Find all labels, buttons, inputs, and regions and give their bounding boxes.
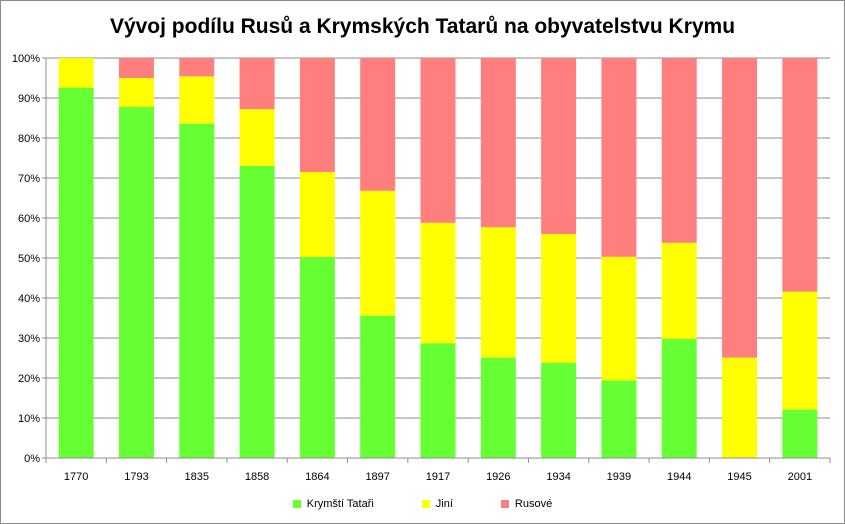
y-tick-label: 60% — [18, 213, 40, 225]
bar-segment — [420, 58, 456, 223]
y-tick-label: 10% — [18, 413, 40, 425]
bar-segment — [480, 357, 516, 458]
bar-segment — [360, 58, 396, 191]
bar-segment — [661, 338, 697, 458]
bar-segment — [420, 343, 456, 458]
bar-segment — [299, 172, 335, 257]
bar-segment — [782, 58, 818, 292]
bar-segment — [722, 58, 758, 358]
chart-title: Vývoj podílu Rusů a Krymských Tatarů na … — [109, 15, 736, 38]
bar-segment — [722, 357, 758, 458]
x-tick-label: 1770 — [64, 471, 88, 483]
legend-label: Jiní — [435, 498, 453, 510]
bar-segment — [601, 380, 637, 458]
bar-segment — [661, 242, 697, 339]
bar-segment — [118, 106, 154, 459]
bar-segment — [179, 58, 215, 77]
bar-segment — [299, 256, 335, 458]
y-tick-label: 20% — [18, 373, 40, 385]
bar-segment — [299, 58, 335, 172]
legend-label: Krymští Tataři — [306, 498, 374, 510]
bar-segment — [541, 58, 577, 234]
bar-segment — [360, 190, 396, 316]
y-tick-label: 0% — [24, 453, 40, 465]
bar-segment — [661, 58, 697, 243]
x-tick-label: 1945 — [727, 471, 751, 483]
bar-segment — [480, 58, 516, 228]
x-tick-label: 2001 — [788, 471, 812, 483]
legend-item: Krymští Tataři — [292, 498, 374, 510]
y-tick-label: 30% — [18, 333, 40, 345]
y-tick-label: 100% — [12, 53, 40, 65]
bar-segment — [118, 58, 154, 78]
x-tick-label: 1835 — [185, 471, 209, 483]
x-tick-label: 1858 — [245, 471, 269, 483]
bar-segment — [58, 87, 94, 458]
bar-segment — [541, 362, 577, 458]
bar-segment — [541, 234, 577, 363]
legend-item: Jiní — [421, 498, 453, 510]
bar-segment — [118, 78, 154, 107]
bar-segment — [782, 291, 818, 410]
x-tick-label: 1926 — [486, 471, 510, 483]
legend: Krymští Tataři Jiní Rusové — [1, 498, 844, 510]
legend-swatch — [500, 500, 509, 508]
bar-segment — [601, 256, 637, 381]
bar-segment — [480, 227, 516, 358]
x-tick-label: 1934 — [546, 471, 570, 483]
y-tick-label: 70% — [18, 173, 40, 185]
x-tick-label: 1917 — [426, 471, 450, 483]
legend-label: Rusové — [514, 498, 553, 510]
x-tick-label: 1897 — [365, 471, 389, 483]
legend-swatch — [421, 500, 430, 508]
x-tick-label: 1944 — [667, 471, 691, 483]
bar-segment — [179, 123, 215, 458]
bar-segment — [601, 58, 637, 257]
legend-item: Rusové — [500, 498, 553, 510]
bar-segment — [420, 222, 456, 344]
bar-segment — [239, 58, 275, 110]
y-tick-label: 40% — [18, 293, 40, 305]
y-tick-label: 90% — [18, 93, 40, 105]
y-tick-label: 50% — [18, 253, 40, 265]
y-tick-label: 80% — [18, 133, 40, 145]
bar-segment — [360, 315, 396, 458]
bar-segment — [179, 76, 215, 124]
bar-segment — [239, 109, 275, 166]
bar-segment — [58, 58, 94, 88]
bar-segment — [782, 409, 818, 458]
x-tick-label: 1864 — [305, 471, 329, 483]
x-tick-label: 1793 — [124, 471, 148, 483]
bar-segment — [239, 166, 275, 458]
legend-swatch — [292, 500, 301, 508]
x-tick-label: 1939 — [607, 471, 631, 483]
